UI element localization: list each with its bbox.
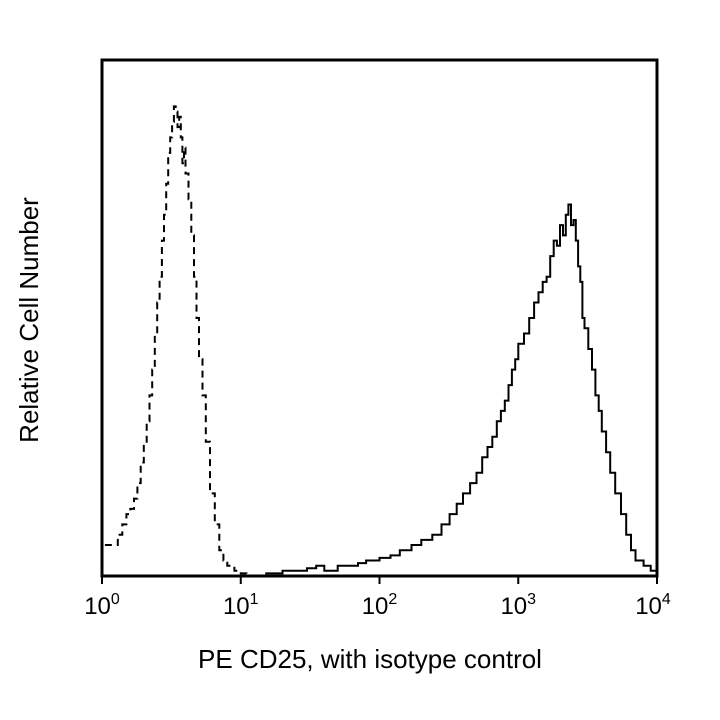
x-tick-label-exponent: 2 <box>388 591 397 608</box>
x-tick-label-exponent: 1 <box>250 591 259 608</box>
cd25-histogram <box>265 203 658 576</box>
x-tick-label-exponent: 3 <box>527 591 536 608</box>
x-tick-label: 102 <box>362 591 398 620</box>
x-axis-title: PE CD25, with isotype control <box>198 644 542 674</box>
x-tick-label-exponent: 0 <box>111 591 120 608</box>
x-tick-label-base: 10 <box>84 593 111 620</box>
x-tick-label-exponent: 4 <box>662 591 671 608</box>
x-tick-label: 104 <box>635 591 671 620</box>
x-tick-label: 100 <box>84 591 120 620</box>
x-tick-label-base: 10 <box>635 593 662 620</box>
y-axis-title: Relative Cell Number <box>14 197 44 443</box>
series-layer <box>104 105 658 576</box>
x-tick-label-base: 10 <box>500 593 527 620</box>
x-tick-label-base: 10 <box>362 593 389 620</box>
x-tick-label: 101 <box>223 591 259 620</box>
x-tick-label: 103 <box>500 591 536 620</box>
plot-frame <box>100 58 659 578</box>
x-tick-label-base: 10 <box>223 593 250 620</box>
isotype-control-histogram <box>104 105 248 576</box>
x-axis-ticks: 100 101 102 103 104 <box>84 576 671 620</box>
plot-border <box>100 58 659 578</box>
